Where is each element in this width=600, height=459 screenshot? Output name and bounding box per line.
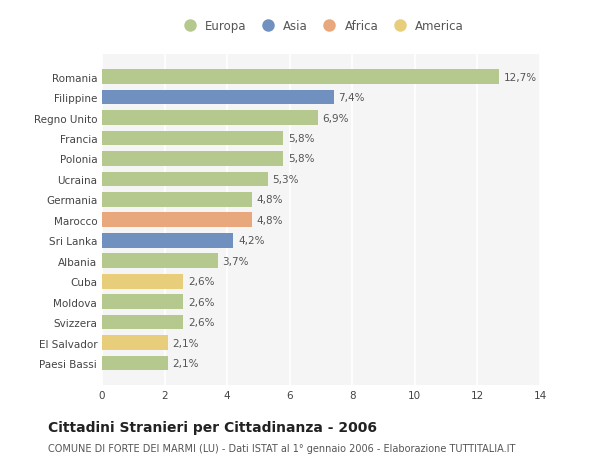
Bar: [102, 70, 499, 85]
Legend: Europa, Asia, Africa, America: Europa, Asia, Africa, America: [176, 18, 466, 36]
Text: 5,3%: 5,3%: [272, 174, 299, 185]
Bar: [102, 233, 233, 248]
Text: 5,8%: 5,8%: [288, 134, 314, 144]
Bar: [102, 315, 184, 330]
Bar: [102, 111, 318, 126]
Text: 3,7%: 3,7%: [223, 256, 249, 266]
Bar: [102, 90, 334, 105]
Text: 2,1%: 2,1%: [172, 358, 199, 368]
Text: 2,1%: 2,1%: [172, 338, 199, 348]
Bar: [102, 356, 168, 370]
Bar: [102, 131, 283, 146]
Text: 4,2%: 4,2%: [238, 236, 265, 246]
Text: 2,6%: 2,6%: [188, 277, 215, 286]
Text: COMUNE DI FORTE DEI MARMI (LU) - Dati ISTAT al 1° gennaio 2006 - Elaborazione TU: COMUNE DI FORTE DEI MARMI (LU) - Dati IS…: [48, 443, 515, 453]
Bar: [102, 274, 184, 289]
Bar: [102, 193, 252, 207]
Bar: [102, 295, 184, 309]
Text: Cittadini Stranieri per Cittadinanza - 2006: Cittadini Stranieri per Cittadinanza - 2…: [48, 420, 377, 434]
Text: 5,8%: 5,8%: [288, 154, 314, 164]
Text: 7,4%: 7,4%: [338, 93, 365, 103]
Text: 12,7%: 12,7%: [504, 73, 537, 83]
Text: 2,6%: 2,6%: [188, 317, 215, 327]
Text: 6,9%: 6,9%: [323, 113, 349, 123]
Bar: [102, 336, 168, 350]
Bar: [102, 213, 252, 228]
Bar: [102, 254, 218, 269]
Text: 4,8%: 4,8%: [257, 195, 283, 205]
Text: 2,6%: 2,6%: [188, 297, 215, 307]
Bar: [102, 152, 283, 167]
Text: 4,8%: 4,8%: [257, 215, 283, 225]
Bar: [102, 172, 268, 187]
